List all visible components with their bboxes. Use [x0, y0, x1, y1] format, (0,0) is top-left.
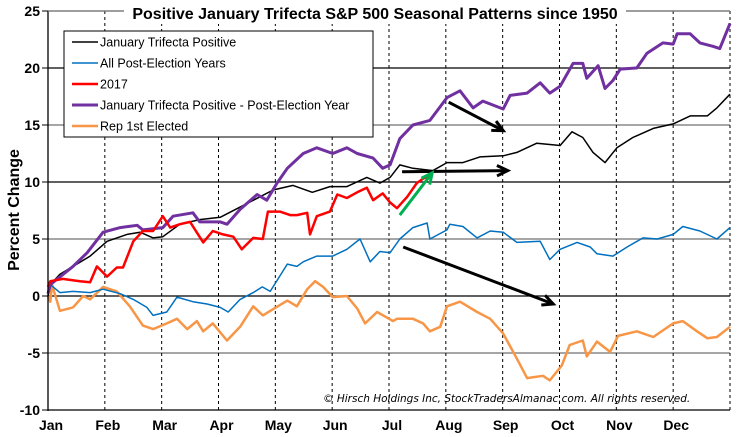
legend-label: January Trifecta Positive - Post-Electio…: [100, 99, 349, 113]
y-tick-label: 5: [32, 231, 40, 247]
annotation-arrow-shaft: [398, 171, 434, 216]
y-tick-label: 15: [24, 117, 40, 133]
legend: January Trifecta Positive All Post-Electi…: [63, 30, 374, 138]
legend-label: 2017: [100, 78, 128, 92]
x-tick-label: Apr: [209, 417, 234, 433]
x-tick-label: May: [265, 417, 292, 433]
title-background: [124, 2, 626, 24]
annotation-arrow-head: [496, 164, 512, 178]
y-tick-label: -10: [20, 402, 40, 418]
x-tick-label: Feb: [95, 417, 120, 433]
y-tick-label: -5: [28, 345, 41, 361]
legend-label: All Post-Election Years: [100, 57, 226, 71]
x-tick-label: Jul: [382, 417, 402, 433]
x-tick-label: Aug: [435, 417, 462, 433]
series-lines: [46, 22, 732, 382]
legend-label: January Trifecta Positive: [100, 36, 236, 50]
x-tick-label: Jun: [323, 417, 348, 433]
legend-label: Rep 1st Elected: [100, 120, 188, 134]
x-tick-label: Jan: [39, 417, 63, 433]
series-line-rep-1st-elected: [46, 279, 731, 382]
x-tick-label: Dec: [663, 417, 689, 433]
x-tick-label: Sep: [493, 417, 519, 433]
annotation-arrow-shaft: [402, 169, 508, 174]
y-tick-label: 10: [24, 174, 40, 190]
annotation-arrow-shaft: [402, 245, 554, 306]
x-tick-label: Nov: [606, 417, 633, 433]
y-tick-label: 25: [24, 3, 40, 19]
axes: -10 -5 0 5 10 15 20 25 Jan Feb Mar Apr May Jun Jul Aug S…: [20, 3, 730, 433]
y-axis-label: Percent Change: [6, 149, 23, 271]
y-tick-label: 20: [24, 60, 40, 76]
annotation-arrow-head: [491, 120, 507, 133]
annotation-arrow-head: [420, 170, 435, 185]
copyright-note: © Hirsch Holdings Inc, StockTradersAlman…: [323, 393, 690, 405]
annotation-arrow-shaft: [447, 100, 504, 133]
chart-title: Positive January Trifecta S&P 500 Season…: [132, 6, 617, 23]
annotation-arrow-head: [541, 294, 557, 307]
annotation-arrows: [398, 100, 557, 307]
x-tick-label: Mar: [152, 417, 177, 433]
legend-box: [63, 30, 374, 138]
series-line-january-trifecta-positive-post-election-year: [46, 22, 732, 295]
series-line-january-trifecta-positive: [47, 93, 731, 297]
x-tick-label: Oct: [551, 417, 575, 433]
series-line-all-post-election-years: [47, 222, 731, 317]
y-tick-label: 0: [32, 288, 40, 304]
series-line-2017: [46, 172, 433, 288]
